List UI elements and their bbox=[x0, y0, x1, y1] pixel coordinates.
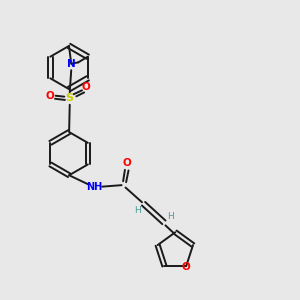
Text: O: O bbox=[122, 158, 131, 168]
Text: H: H bbox=[167, 212, 174, 221]
Text: H: H bbox=[134, 206, 141, 215]
Text: O: O bbox=[81, 82, 90, 92]
Text: O: O bbox=[46, 91, 55, 101]
Text: S: S bbox=[66, 93, 74, 103]
Text: O: O bbox=[182, 262, 190, 272]
Text: N: N bbox=[67, 58, 76, 69]
Text: NH: NH bbox=[86, 182, 103, 192]
